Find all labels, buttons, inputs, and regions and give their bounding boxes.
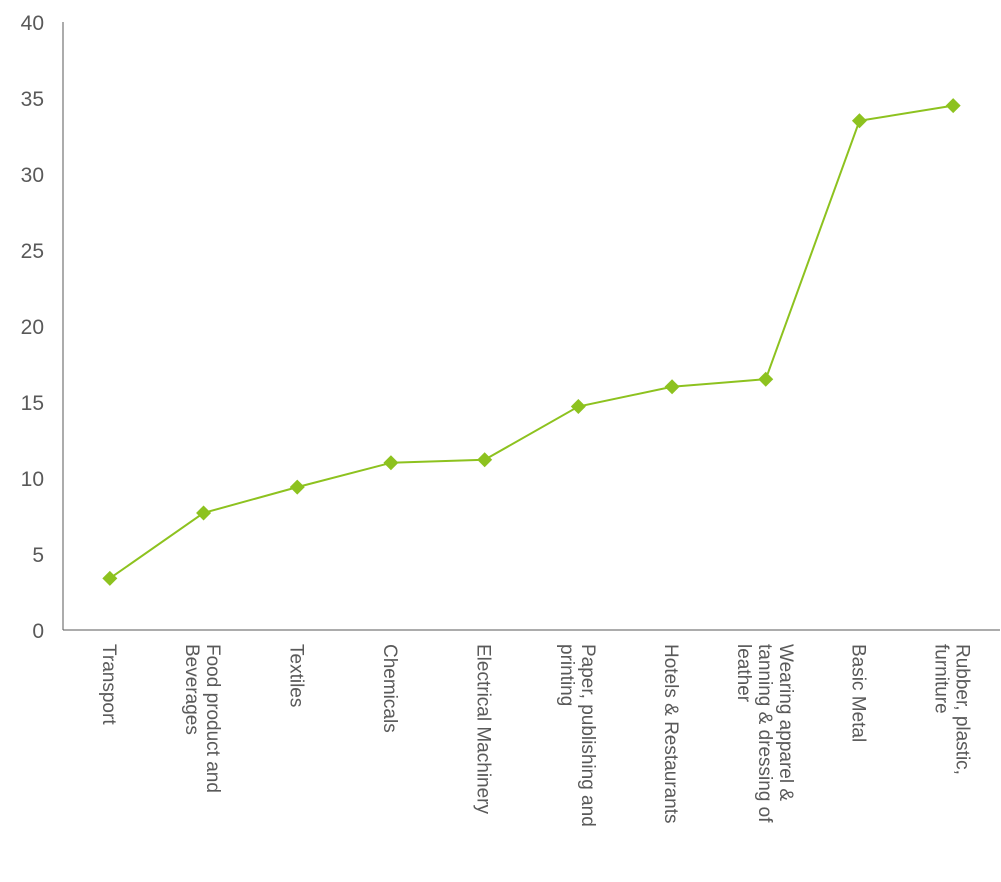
- x-tick-label: Wearing apparel &tanning & dressing ofle…: [733, 644, 796, 823]
- x-tick-label: Transport: [98, 644, 119, 725]
- y-tick-label: 25: [21, 240, 44, 263]
- x-tick-label-line: furniture: [931, 644, 952, 714]
- data-point-marker: [664, 379, 680, 395]
- data-point-marker: [851, 113, 867, 129]
- x-tick-label-line: Transport: [98, 644, 119, 725]
- x-tick-label: Rubber, plastic,furniture: [931, 644, 973, 775]
- data-point-marker: [289, 479, 305, 495]
- x-tick-label: Hotels & Restaurants: [660, 644, 681, 824]
- x-tick-label-line: leather: [733, 644, 754, 703]
- x-tick-label-line: Wearing apparel &: [775, 644, 796, 801]
- data-point-marker: [477, 452, 493, 468]
- y-tick-label: 30: [21, 164, 44, 187]
- y-tick-label: 35: [21, 88, 44, 111]
- x-tick-label: Food product andBeverages: [181, 644, 223, 793]
- y-tick-label: 15: [21, 392, 44, 415]
- data-point-marker: [945, 98, 961, 114]
- data-point-marker: [196, 505, 212, 521]
- x-tick-label-line: Textiles: [285, 644, 306, 707]
- data-point-marker: [102, 570, 118, 586]
- data-point-marker: [383, 455, 399, 471]
- y-tick-labels: 0 5 10 15 20 25 30 35 40: [21, 12, 44, 643]
- x-tick-labels: Transport Food product andBeverages Textil…: [98, 644, 973, 827]
- x-tick-label: Chemicals: [379, 644, 400, 733]
- x-tick-label-line: Hotels & Restaurants: [660, 644, 681, 824]
- x-tick-label: Electrical Machinery: [473, 644, 494, 814]
- y-tick-label: 20: [21, 316, 44, 339]
- data-point-marker: [758, 371, 774, 387]
- x-tick-label-line: Basic Metal: [847, 644, 868, 742]
- y-tick-label: 10: [21, 468, 44, 491]
- y-tick-label: 40: [21, 12, 44, 35]
- axes: [62, 22, 1000, 631]
- x-tick-label: Basic Metal: [847, 644, 868, 742]
- x-tick-label-line: Rubber, plastic,: [952, 644, 973, 775]
- series-line-group: [102, 98, 961, 586]
- y-tick-label: 0: [32, 620, 44, 643]
- series-line: [109, 104, 954, 580]
- x-tick-label-line: Paper, publishing and: [577, 644, 598, 827]
- x-tick-label-line: Chemicals: [379, 644, 400, 733]
- y-tick-label: 5: [32, 544, 44, 567]
- x-tick-label-line: printing: [556, 644, 577, 706]
- x-tick-label-line: Food product and: [202, 644, 223, 793]
- x-tick-label: Paper, publishing andprinting: [556, 644, 598, 827]
- x-tick-label-line: Electrical Machinery: [473, 644, 494, 814]
- x-tick-label: Textiles: [285, 644, 306, 707]
- data-point-marker: [570, 399, 586, 415]
- x-tick-label-line: tanning & dressing of: [754, 644, 775, 823]
- x-tick-label-line: Beverages: [181, 644, 202, 735]
